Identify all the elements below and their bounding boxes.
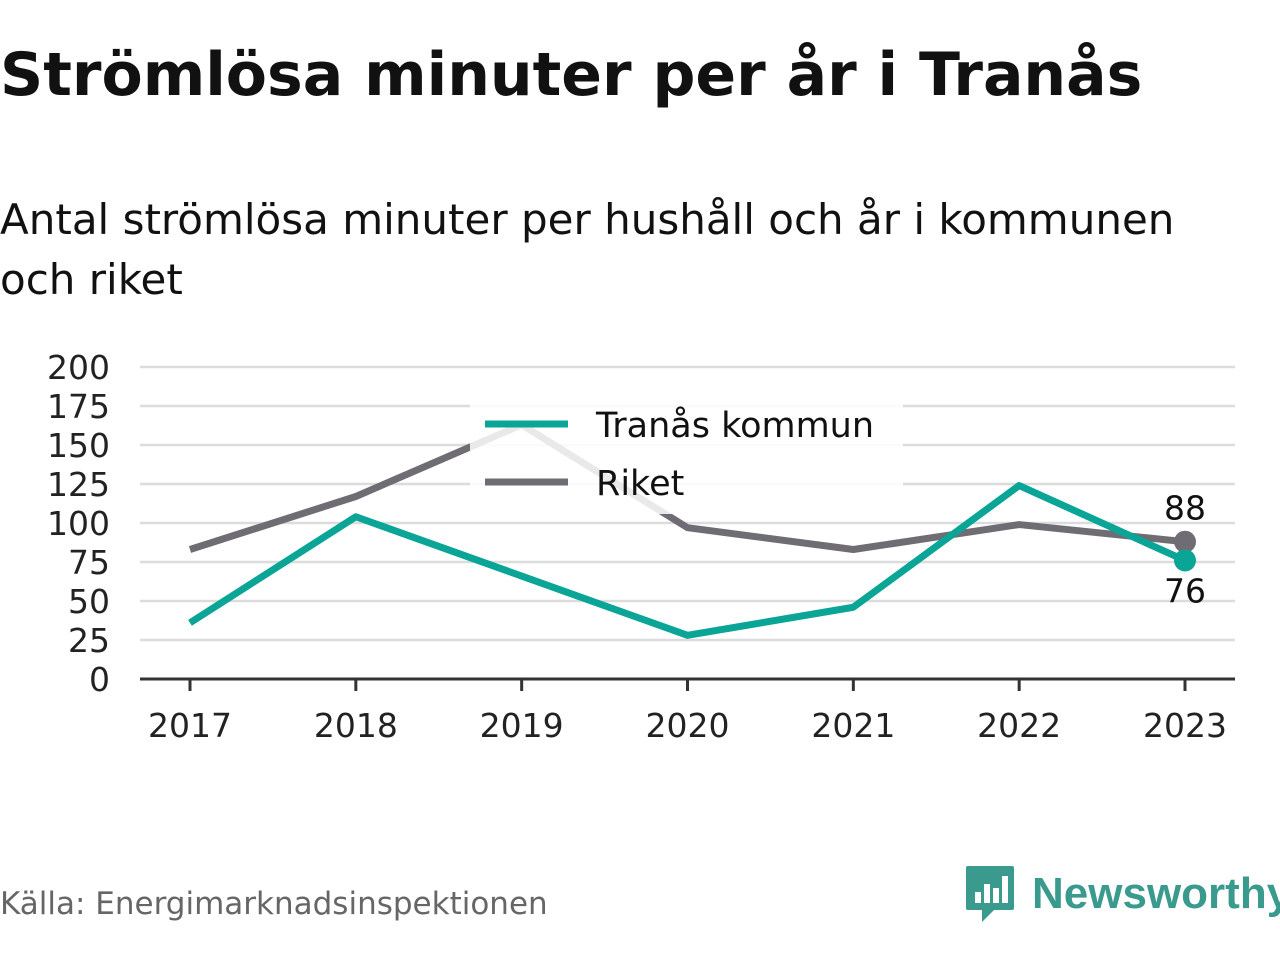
brand-logo: Newsworthy <box>964 864 1280 924</box>
series-line-1 <box>188 421 1186 554</box>
y-tick-label: 75 <box>68 543 110 582</box>
x-tick-label: 2017 <box>148 706 232 745</box>
chart-subtitle: Antal strömlösa minuter per hushåll och … <box>0 195 1175 304</box>
legend-label-0: Tranås kommun <box>595 405 874 446</box>
x-tick-label: 2021 <box>811 706 895 745</box>
series-lines <box>188 421 1196 639</box>
y-tick-label: 0 <box>89 660 110 699</box>
y-tick-label: 50 <box>68 582 110 621</box>
series-end-marker-1 <box>1174 530 1196 553</box>
end-labels: 88 76 <box>1164 489 1206 611</box>
x-axis: 2017 2018 2019 2020 2021 2022 2023 <box>140 677 1235 745</box>
x-tick-label: 2020 <box>646 706 730 745</box>
y-tick-label: 100 <box>47 504 110 543</box>
x-tick-label: 2022 <box>977 706 1061 745</box>
end-label-riket: 88 <box>1164 489 1206 528</box>
x-tick-label: 2019 <box>480 706 564 745</box>
end-label-tranas: 76 <box>1164 571 1206 610</box>
y-tick-label: 150 <box>47 426 110 465</box>
y-tick-label: 200 <box>47 348 110 387</box>
newsworthy-logo-icon <box>966 866 1014 922</box>
x-tick-label: 2023 <box>1143 706 1227 745</box>
y-tick-label: 175 <box>47 387 110 426</box>
legend-label-1: Riket <box>596 464 684 504</box>
brand-name: Newsworthy <box>1032 869 1280 918</box>
y-tick-label: 25 <box>68 621 110 660</box>
series-end-marker-0 <box>1174 549 1196 572</box>
series-line-0 <box>188 482 1187 639</box>
source-note: Källa: Energimarknadsinspektionen <box>0 886 548 922</box>
y-tick-label: 125 <box>47 465 110 504</box>
page-title: Strömlösa minuter per år i Tranås <box>0 40 1143 110</box>
legend: Tranås kommun Riket <box>470 402 903 514</box>
x-tick-label: 2018 <box>314 706 398 745</box>
